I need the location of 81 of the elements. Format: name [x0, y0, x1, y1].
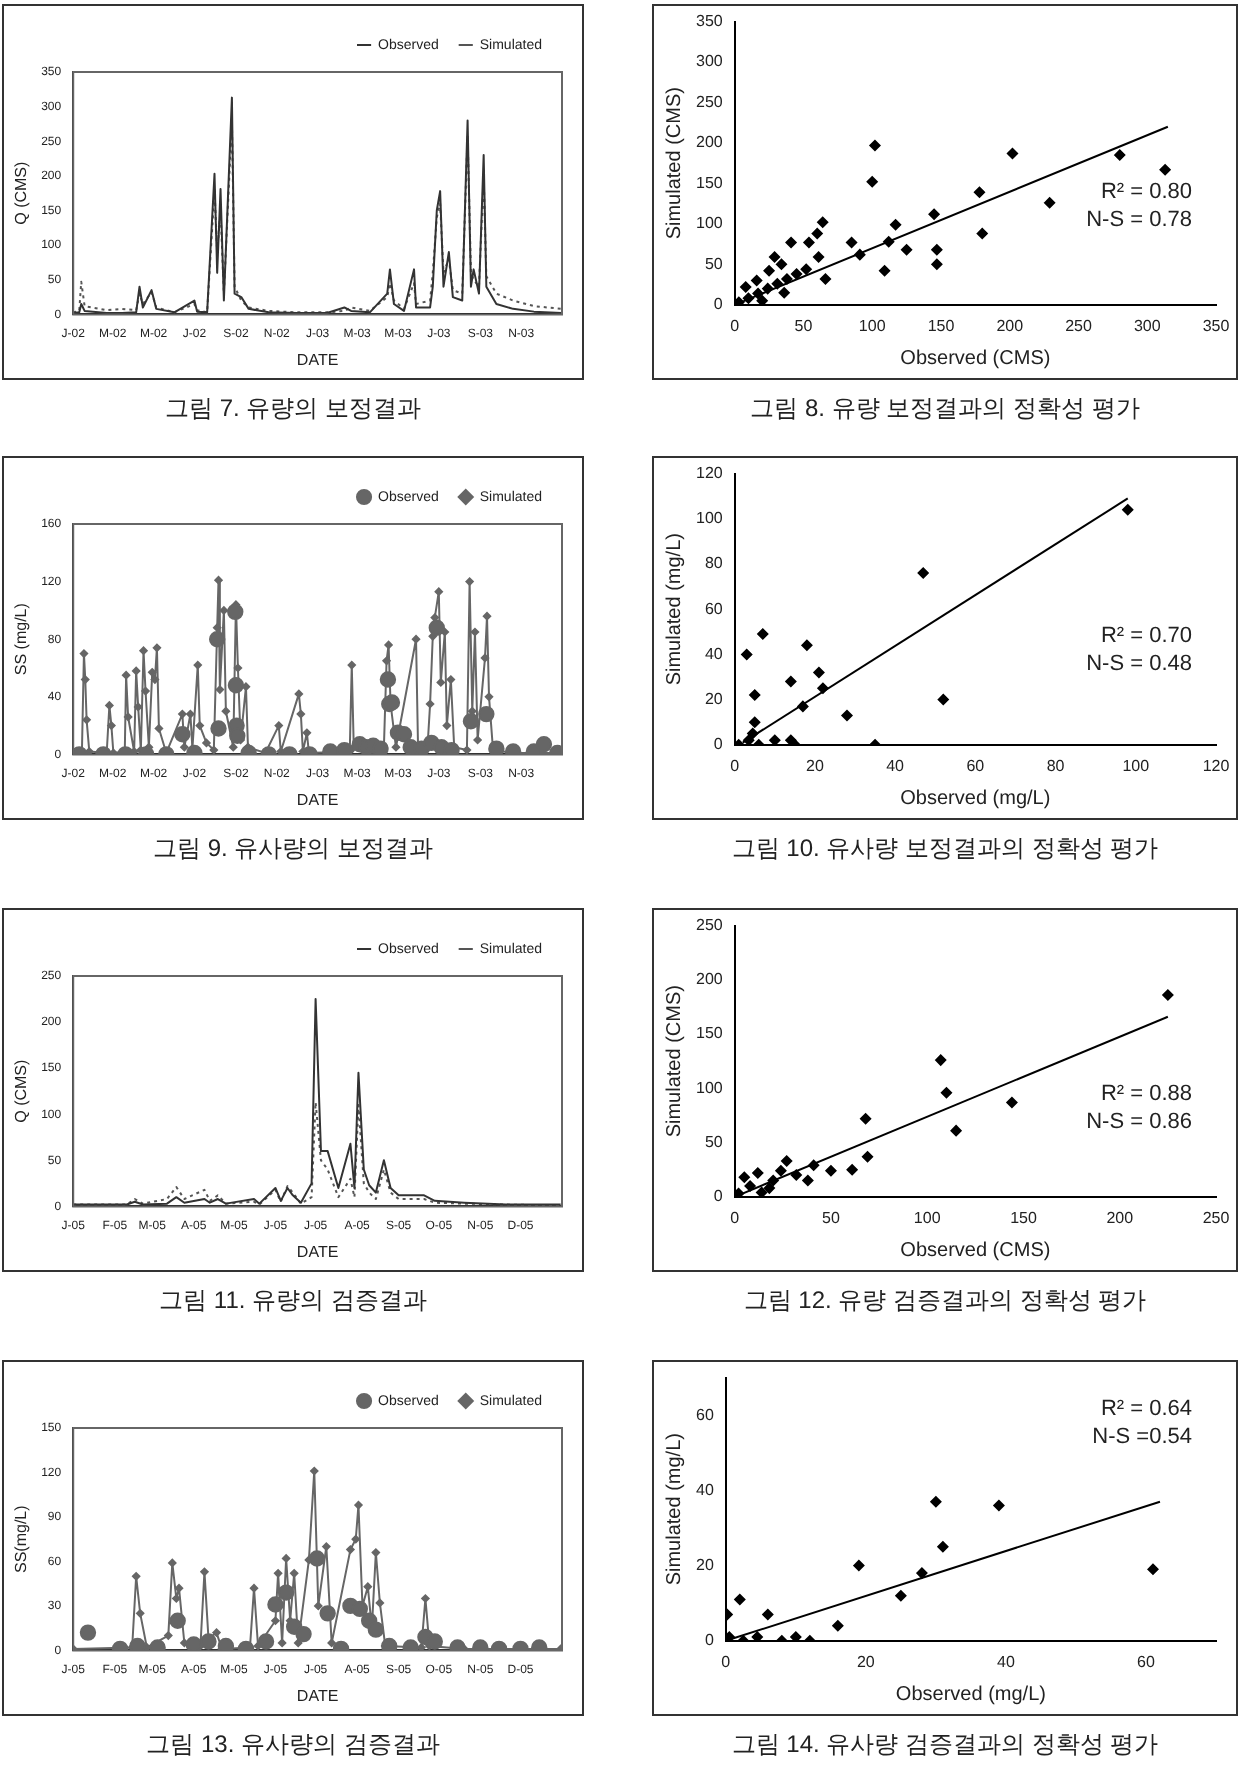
text: 그림 11. 유량의 검증결과	[157, 1284, 429, 1318]
y-tick-label: 150	[695, 173, 724, 192]
annotation: N-S = 0.86	[1086, 1109, 1192, 1134]
y-axis-title: Simulated (CMS)	[663, 985, 686, 1138]
x-axis-title: DATE	[296, 790, 339, 809]
y-tick-label: 0	[713, 735, 724, 754]
y-axis-title: Simulated (CMS)	[663, 87, 686, 240]
x-axis-title: Observed (CMS)	[900, 1239, 1051, 1262]
x-axis-title: DATE	[296, 1242, 339, 1261]
y-tick-label: 100	[695, 509, 724, 528]
annotation: R² = 0.70	[1100, 624, 1192, 649]
y-tick-label: 200	[695, 970, 724, 989]
x-tick-label: 100	[1122, 756, 1151, 775]
x-tick-label: 150	[1010, 1208, 1038, 1227]
text: 그림 13. 유사량의 검증결과	[144, 1728, 442, 1762]
x-tick-label: 300	[1133, 316, 1162, 335]
y-tick-label: 20	[695, 1556, 715, 1575]
y-axis-title: Simulated (mg/L)	[663, 533, 686, 686]
y-tick-label: 0	[713, 1187, 724, 1206]
x-tick-label: 20	[856, 1652, 876, 1671]
y-tick-label: 50	[704, 1132, 724, 1151]
y-tick-label: 200	[695, 133, 724, 152]
text: 그림 8. 유량 보정결과의 정확성 평가	[748, 392, 1142, 426]
x-tick-label: 80	[1046, 756, 1066, 775]
y-tick-label: 40	[695, 1480, 715, 1499]
y-tick-label: 120	[695, 464, 724, 483]
y-tick-label: 100	[695, 214, 724, 233]
x-tick-label: 200	[996, 316, 1025, 335]
x-tick-label: 100	[913, 1208, 942, 1227]
x-tick-label: 20	[806, 756, 825, 775]
y-tick-label: 250	[695, 916, 724, 935]
text: 그림 12. 유량 검증결과의 정확성 평가	[741, 1284, 1149, 1318]
y-axis-title: SS (mg/L)	[12, 602, 31, 676]
x-tick-label: 350	[1202, 316, 1231, 335]
x-tick-label: 150	[927, 316, 956, 335]
y-axis-title: Simulated (mg/L)	[663, 1433, 686, 1586]
x-tick-label: 0	[730, 316, 741, 335]
y-axis-title: Q (CMS)	[12, 1058, 31, 1123]
y-tick-label: 80	[704, 554, 724, 573]
x-tick-label: 100	[858, 316, 887, 335]
text: 그림 9. 유사량의 보정결과	[150, 832, 435, 866]
y-tick-label: 50	[704, 254, 724, 273]
text: 그림 7. 유량의 보정결과	[162, 392, 423, 426]
x-tick-label: 0	[730, 1208, 741, 1227]
y-tick-label: 0	[704, 1631, 715, 1650]
annotation: N-S = 0.48	[1086, 652, 1192, 677]
y-axis-title: Q (CMS)	[12, 160, 31, 225]
y-tick-label: 0	[713, 295, 724, 314]
x-axis-title: Observed (mg/L)	[895, 1683, 1046, 1706]
x-tick-label: 0	[730, 756, 741, 775]
x-tick-label: 250	[1065, 316, 1093, 335]
y-tick-label: 40	[704, 644, 724, 663]
y-axis-title: SS(mg/L)	[12, 1504, 31, 1573]
x-tick-label: 120	[1202, 756, 1231, 775]
y-tick-label: 300	[695, 52, 724, 71]
y-tick-label: 150	[695, 1024, 724, 1043]
y-tick-label: 350	[695, 12, 724, 31]
annotation: N-S =0.54	[1092, 1425, 1192, 1450]
y-tick-label: 250	[695, 92, 724, 111]
x-axis-title: Observed (mg/L)	[900, 787, 1051, 810]
x-tick-label: 60	[1137, 1652, 1156, 1671]
annotation: R² = 0.64	[1100, 1397, 1192, 1422]
y-tick-label: 60	[704, 599, 724, 618]
x-axis-title: DATE	[296, 350, 339, 369]
x-tick-label: 50	[794, 316, 814, 335]
x-tick-label: 40	[997, 1652, 1016, 1671]
x-tick-label: 40	[886, 756, 906, 775]
text: 그림 10. 유사량 보정결과의 정확성 평가	[729, 832, 1161, 866]
y-tick-label: 100	[695, 1078, 724, 1097]
x-tick-label: 60	[966, 756, 986, 775]
x-tick-label: 250	[1202, 1208, 1231, 1227]
x-axis-title: DATE	[296, 1686, 339, 1705]
x-tick-label: 200	[1106, 1208, 1135, 1227]
text: 그림 14. 유사량 검증결과의 정확성 평가	[729, 1728, 1161, 1762]
y-tick-label: 60	[695, 1405, 715, 1424]
annotation: R² = 0.88	[1100, 1081, 1192, 1106]
annotation: R² = 0.80	[1100, 179, 1192, 204]
x-tick-label: 50	[822, 1208, 841, 1227]
y-tick-label: 20	[704, 690, 724, 709]
annotation: N-S = 0.78	[1086, 207, 1192, 232]
x-axis-title: Observed (CMS)	[900, 347, 1051, 370]
